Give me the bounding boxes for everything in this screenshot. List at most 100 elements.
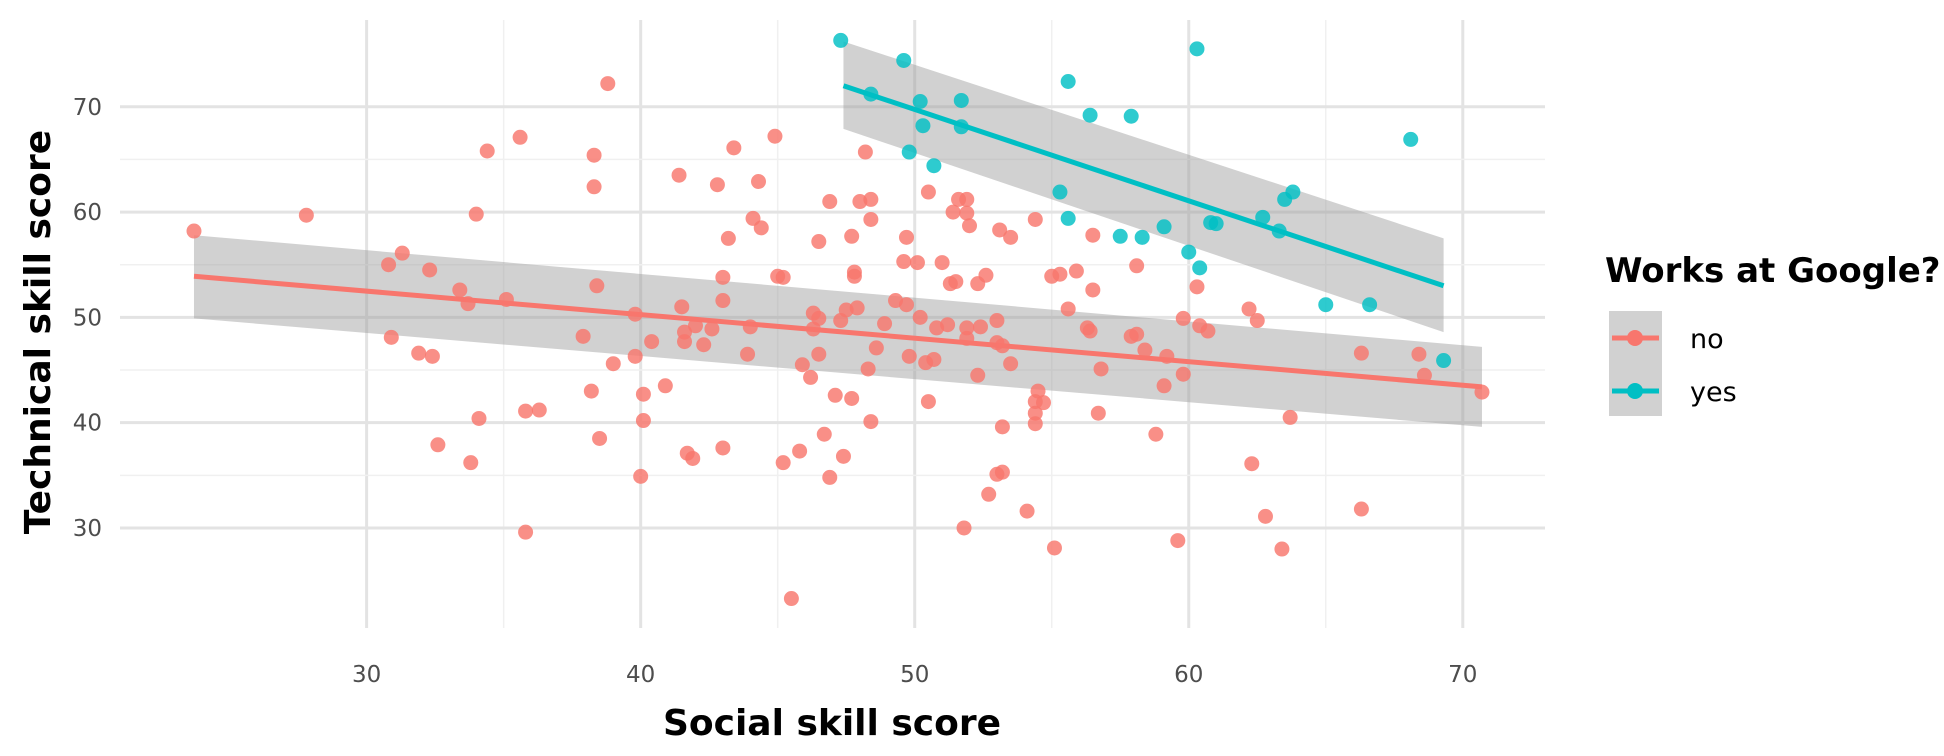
- point-no: [1046, 540, 1062, 556]
- point-no: [992, 222, 1008, 238]
- point-no: [994, 464, 1010, 480]
- point-no: [898, 297, 914, 313]
- point-no: [844, 228, 860, 244]
- x-tick-label: 30: [352, 662, 381, 688]
- point-yes: [1082, 107, 1098, 123]
- regression-lines: [193, 83, 1483, 390]
- point-no: [794, 357, 810, 373]
- point-no: [909, 255, 925, 271]
- point-no: [709, 177, 725, 193]
- point-no: [512, 129, 528, 145]
- point-no: [1170, 533, 1186, 549]
- point-yes: [1134, 229, 1150, 245]
- point-no: [868, 340, 884, 356]
- x-axis-title: Social skill score: [663, 703, 1001, 744]
- point-no: [1027, 416, 1043, 432]
- point-no: [685, 450, 701, 466]
- point-no: [671, 167, 687, 183]
- point-no: [1003, 356, 1019, 372]
- legend-title: Works at Google?: [1605, 251, 1941, 291]
- point-no: [775, 269, 791, 285]
- point-no: [863, 191, 879, 207]
- legend-key-point-yes: [1627, 383, 1643, 399]
- point-no: [1085, 282, 1101, 298]
- point-no: [844, 390, 860, 406]
- point-no: [627, 348, 643, 364]
- point-no: [422, 262, 438, 278]
- legend-label-yes: yes: [1690, 377, 1737, 408]
- point-no: [1129, 326, 1145, 342]
- point-no: [959, 205, 975, 221]
- point-no: [945, 204, 961, 220]
- x-tick-label: 60: [1174, 662, 1203, 688]
- point-no: [972, 319, 988, 335]
- point-no: [1036, 395, 1052, 411]
- point-no: [575, 328, 591, 344]
- point-no: [822, 469, 838, 485]
- point-yes: [953, 92, 969, 108]
- point-no: [452, 282, 468, 298]
- point-no: [811, 310, 827, 326]
- point-no: [468, 206, 484, 222]
- point-yes: [1208, 216, 1224, 232]
- point-no: [1353, 501, 1369, 517]
- x-tick-label: 70: [1448, 662, 1477, 688]
- point-no: [1148, 426, 1164, 442]
- point-no: [811, 234, 827, 250]
- point-no: [803, 369, 819, 385]
- point-no: [518, 403, 534, 419]
- point-no: [677, 324, 693, 340]
- point-no: [592, 430, 608, 446]
- point-yes: [1123, 108, 1139, 124]
- point-no: [1060, 301, 1076, 317]
- point-yes: [1060, 73, 1076, 89]
- point-no: [589, 278, 605, 294]
- point-no: [1030, 383, 1046, 399]
- legend-key-background: [1609, 311, 1662, 416]
- point-no: [775, 455, 791, 471]
- y-axis-ticks: 30 40 50 60 70: [73, 95, 102, 542]
- point-no: [605, 356, 621, 372]
- point-no: [835, 448, 851, 464]
- point-no: [583, 383, 599, 399]
- point-no: [696, 337, 712, 353]
- point-no: [751, 174, 767, 190]
- point-no: [816, 426, 832, 442]
- legend-label-no: no: [1690, 324, 1724, 355]
- point-no: [978, 267, 994, 283]
- x-axis-ticks: 30 40 50 60 70: [352, 662, 1477, 688]
- point-no: [783, 591, 799, 607]
- point-no: [633, 468, 649, 484]
- point-no: [877, 316, 893, 332]
- point-yes: [1181, 244, 1197, 260]
- y-tick-label: 40: [73, 411, 102, 437]
- point-no: [1137, 342, 1153, 358]
- point-no: [901, 348, 917, 364]
- point-no: [959, 320, 975, 336]
- point-no: [1027, 211, 1043, 227]
- point-no: [912, 309, 928, 325]
- point-no: [298, 207, 314, 223]
- point-no: [1156, 378, 1172, 394]
- point-no: [518, 524, 534, 540]
- point-no: [186, 223, 202, 239]
- point-no: [1353, 345, 1369, 361]
- point-no: [1052, 266, 1068, 282]
- point-no: [704, 321, 720, 337]
- point-no: [940, 317, 956, 333]
- point-no: [600, 76, 616, 92]
- point-no: [471, 410, 487, 426]
- point-yes: [1285, 184, 1301, 200]
- point-yes: [896, 52, 912, 68]
- point-no: [1175, 366, 1191, 382]
- point-no: [956, 520, 972, 536]
- point-no: [920, 184, 936, 200]
- point-no: [531, 402, 547, 418]
- point-no: [1257, 508, 1273, 524]
- y-tick-label: 30: [73, 516, 102, 542]
- point-no: [1093, 361, 1109, 377]
- point-no: [1019, 503, 1035, 519]
- point-no: [896, 254, 912, 270]
- point-no: [1129, 258, 1145, 274]
